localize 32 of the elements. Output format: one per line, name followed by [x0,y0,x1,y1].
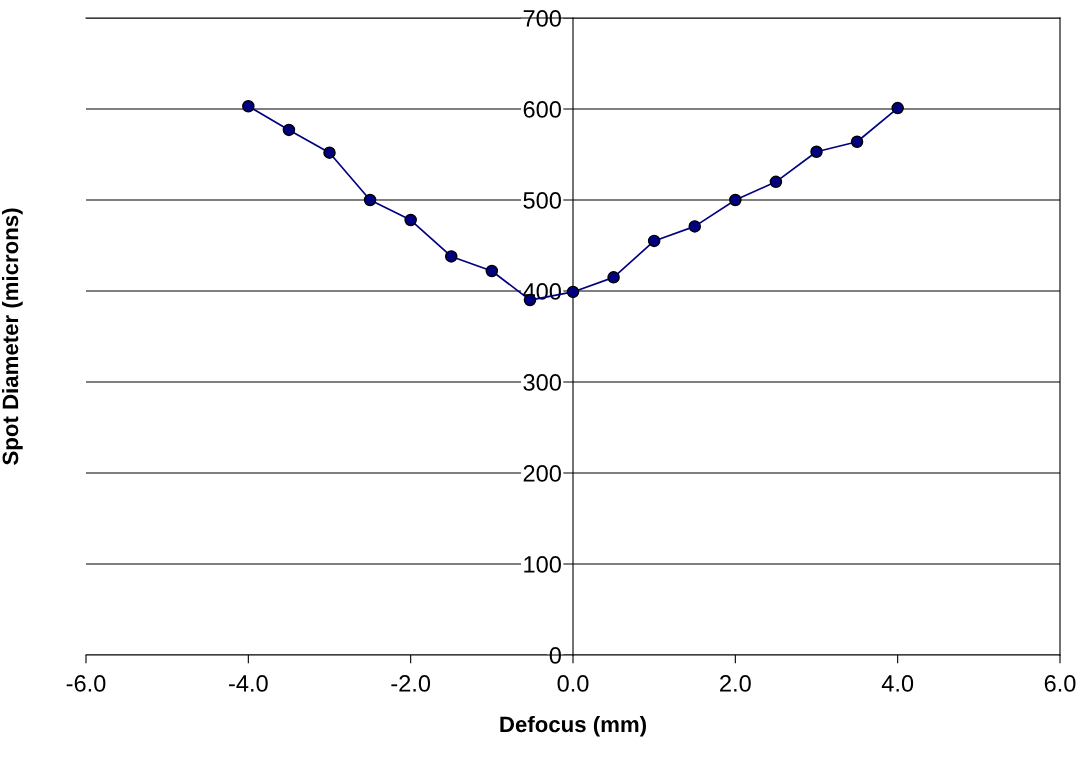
x-tick-label: -2.0 [391,675,431,692]
x-tick-label: 2.0 [720,675,751,692]
x-axis-title: Defocus (mm) [500,715,646,737]
y-tick-label: 0 [549,647,561,664]
x-tick-label: -6.0 [66,675,106,692]
x-tick-label: 4.0 [881,675,914,692]
point [282,123,296,137]
point [444,250,458,263]
point [891,101,904,115]
point [769,175,783,189]
y-tick-label: 300 [523,374,561,391]
point [323,146,336,159]
point [485,264,499,278]
point [647,234,661,248]
x-tick-label: 6.0 [1044,675,1076,692]
y-tick-label: 200 [523,465,561,482]
y-axis-title: Spot Diameter (microns) [1,208,23,465]
point [242,100,255,113]
y-tick-label: 100 [524,556,561,573]
point [810,145,823,159]
point [688,220,702,233]
point [566,285,580,299]
point [404,213,417,227]
point [363,193,377,207]
point [729,193,742,207]
x-tick-label: -4.0 [229,675,268,692]
point [607,271,620,284]
x-tick-label: 0.0 [557,675,589,692]
point [850,135,864,149]
y-tick-label: 700 [523,10,561,27]
y-tick-label: 500 [523,192,561,209]
y-tick-label: 600 [523,101,561,118]
